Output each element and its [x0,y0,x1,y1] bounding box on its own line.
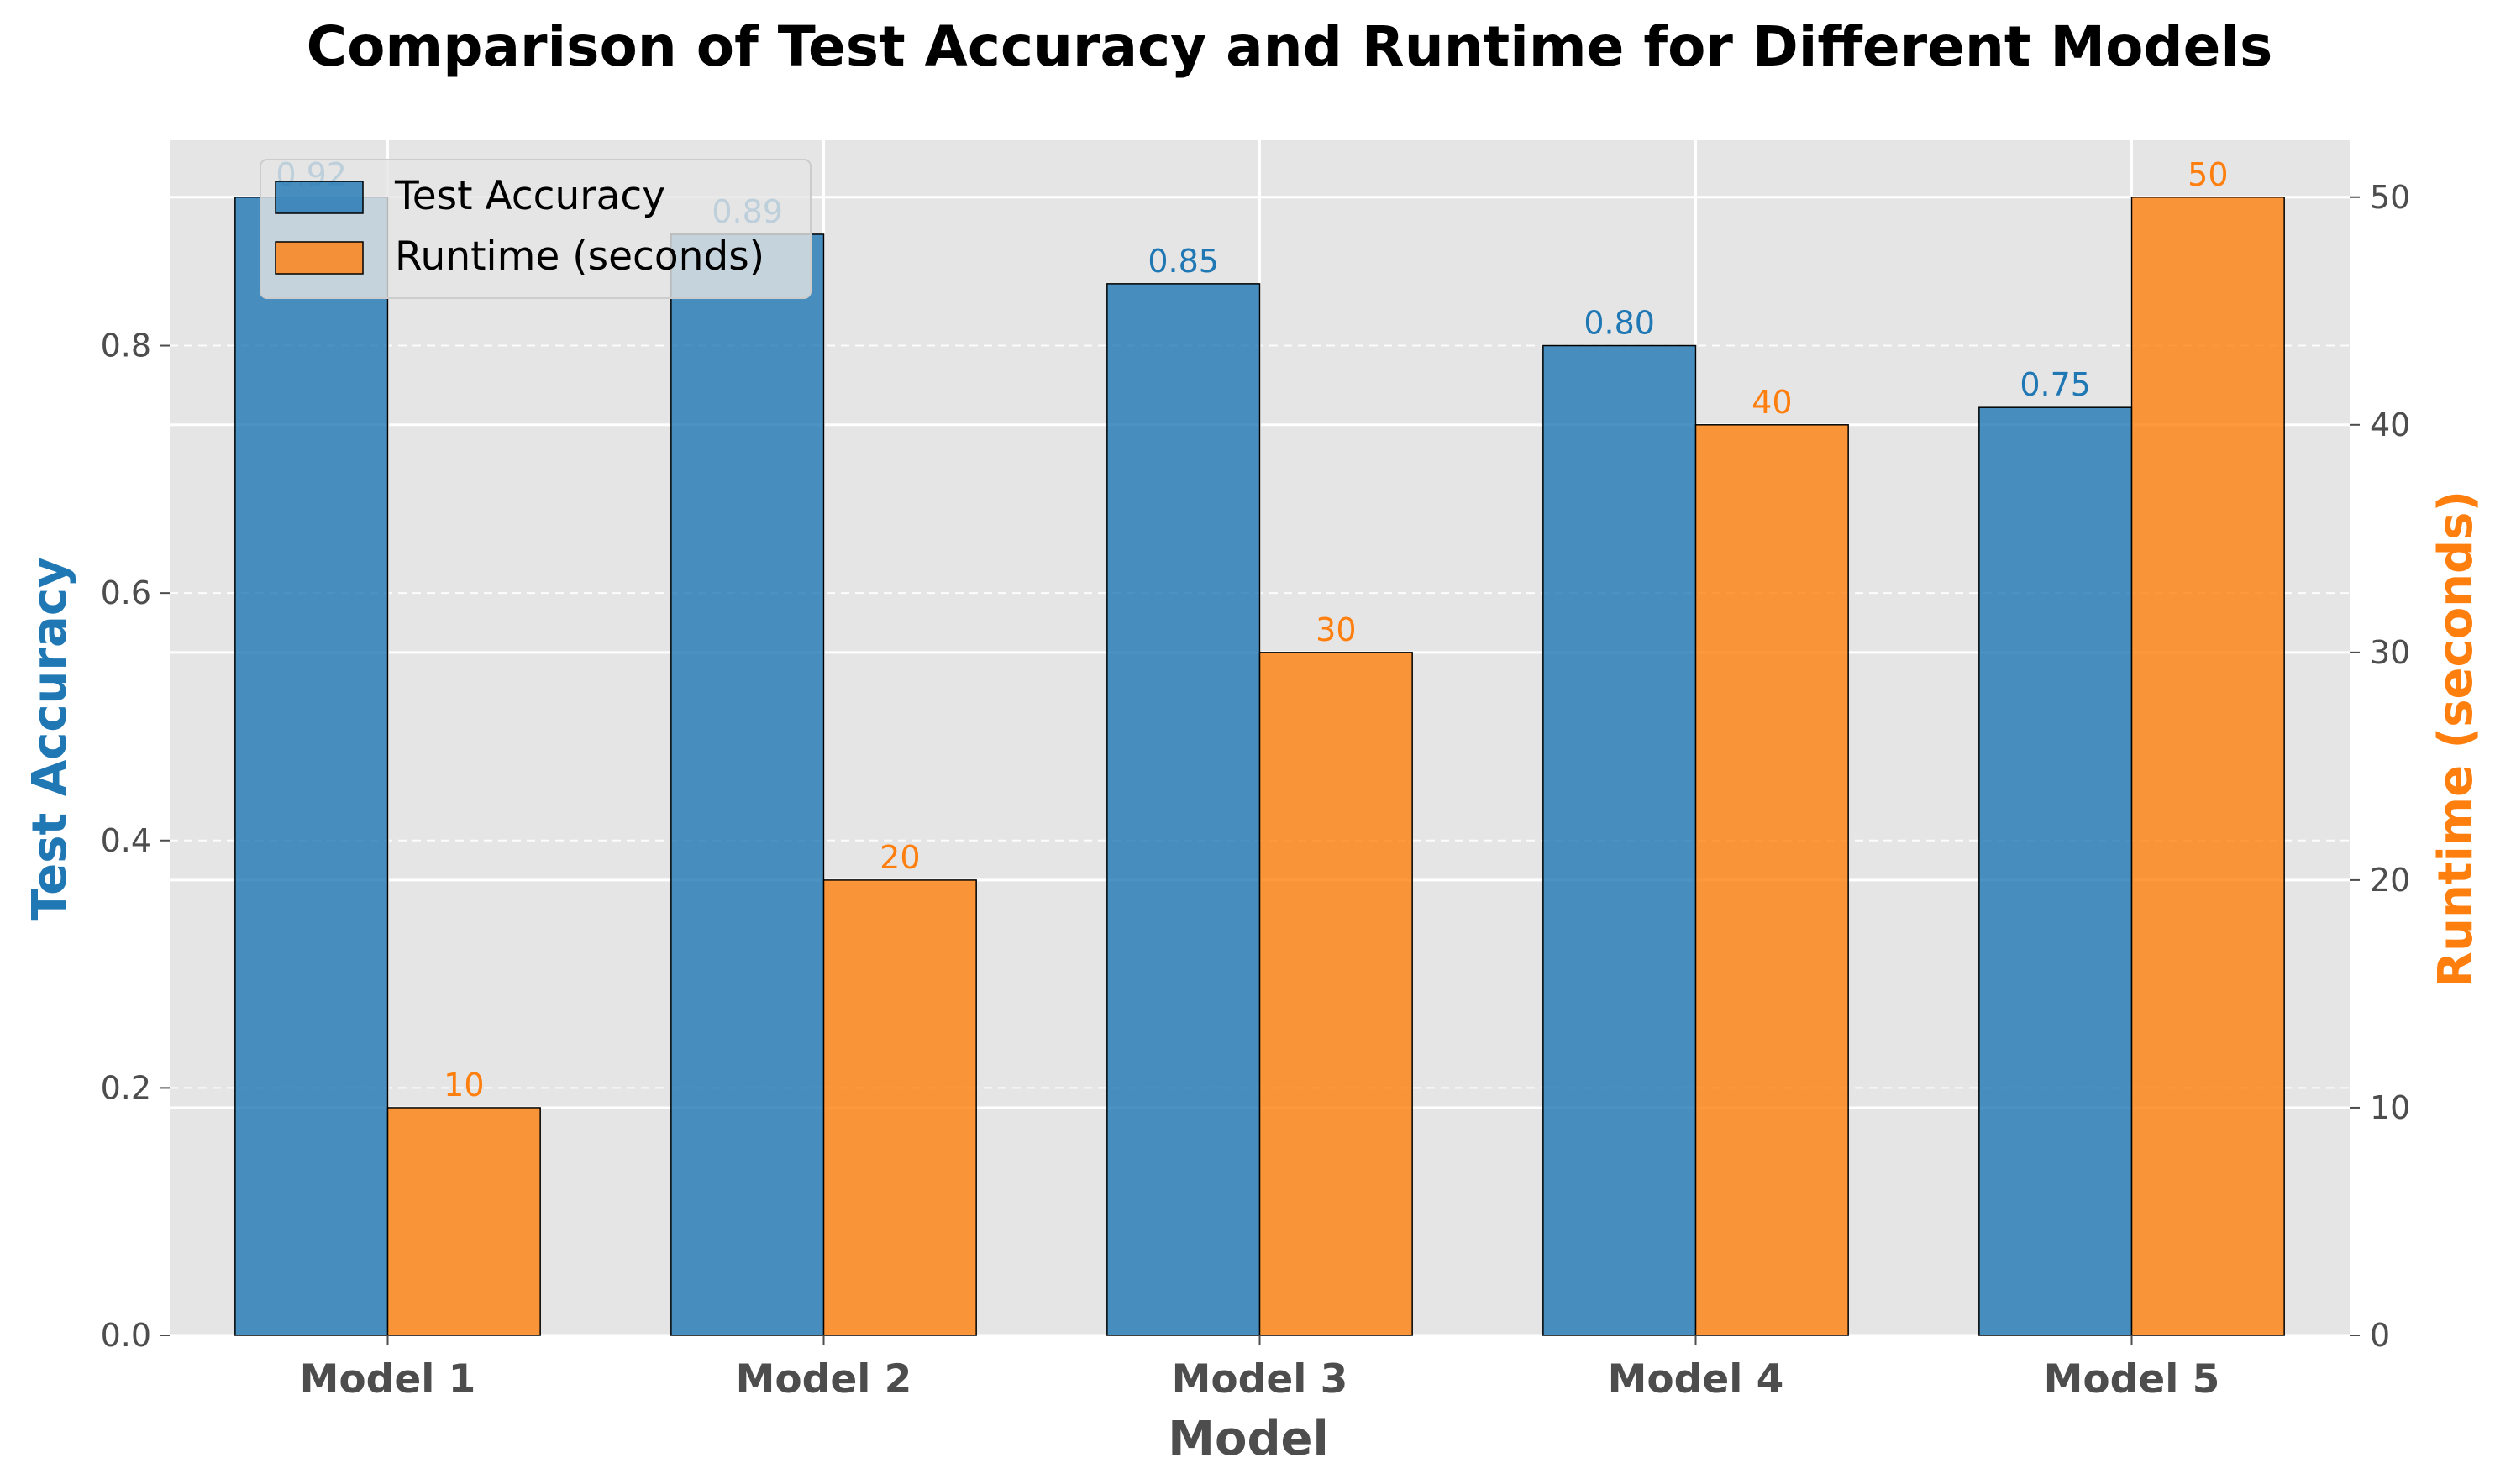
legend: Test Accuracy Runtime (seconds) [260,159,812,299]
data-label-runtime: 20 [880,839,920,876]
left-tick-label: 0.8 [101,328,151,364]
right-tick-label: 10 [2370,1089,2410,1126]
chart-title: Comparison of Test Accuracy and Runtime … [307,14,2273,79]
bar-runtime [2130,197,2285,1336]
data-label-runtime: 40 [1752,384,1792,421]
x-tick-label: Model 2 [736,1356,912,1403]
data-label-test-accuracy: 0.75 [2020,366,2091,403]
right-tick-label: 40 [2370,406,2410,443]
bar-test-accuracy [234,197,389,1336]
plot-area: 0.92100.89200.85300.80400.75500.00.20.40… [101,140,2410,1403]
legend-box [260,159,812,299]
bar-runtime [386,1107,541,1336]
bar-test-accuracy [1978,406,2133,1336]
data-label-test-accuracy: 0.80 [1584,305,1655,342]
bar-runtime [1694,424,1849,1336]
x-tick-label: Model 3 [1172,1356,1348,1403]
right-tick-label: 50 [2370,179,2410,216]
data-label-runtime: 10 [444,1067,484,1104]
legend-swatch [275,181,364,214]
right-y-axis-label: Runtime (seconds) [2429,490,2483,988]
left-y-axis-label: Test Accuracy [23,557,77,920]
x-tick-label: Model 5 [2044,1356,2220,1403]
bar-test-accuracy [670,233,825,1336]
data-label-runtime: 30 [1316,611,1356,648]
right-tick-label: 0 [2370,1317,2390,1354]
data-label-test-accuracy: 0.85 [1148,243,1219,280]
legend-entry: Runtime (seconds) [395,233,764,280]
bar-runtime [1258,652,1413,1336]
left-tick-label: 0.4 [101,822,151,859]
data-label-runtime: 50 [2188,156,2228,193]
x-axis-label: Model [1168,1412,1328,1466]
bar-runtime [822,879,977,1336]
left-tick-label: 0.6 [101,574,151,611]
x-tick-label: Model 4 [1608,1356,1784,1403]
bar-test-accuracy [1106,283,1261,1336]
right-tick-label: 20 [2370,862,2410,899]
legend-entry: Test Accuracy [394,173,665,219]
x-tick-label: Model 1 [300,1356,476,1403]
left-tick-label: 0.2 [101,1069,151,1106]
right-tick-label: 30 [2370,634,2410,671]
left-tick-label: 0.0 [101,1317,151,1354]
bar-test-accuracy [1542,344,1697,1336]
legend-swatch [275,241,364,275]
